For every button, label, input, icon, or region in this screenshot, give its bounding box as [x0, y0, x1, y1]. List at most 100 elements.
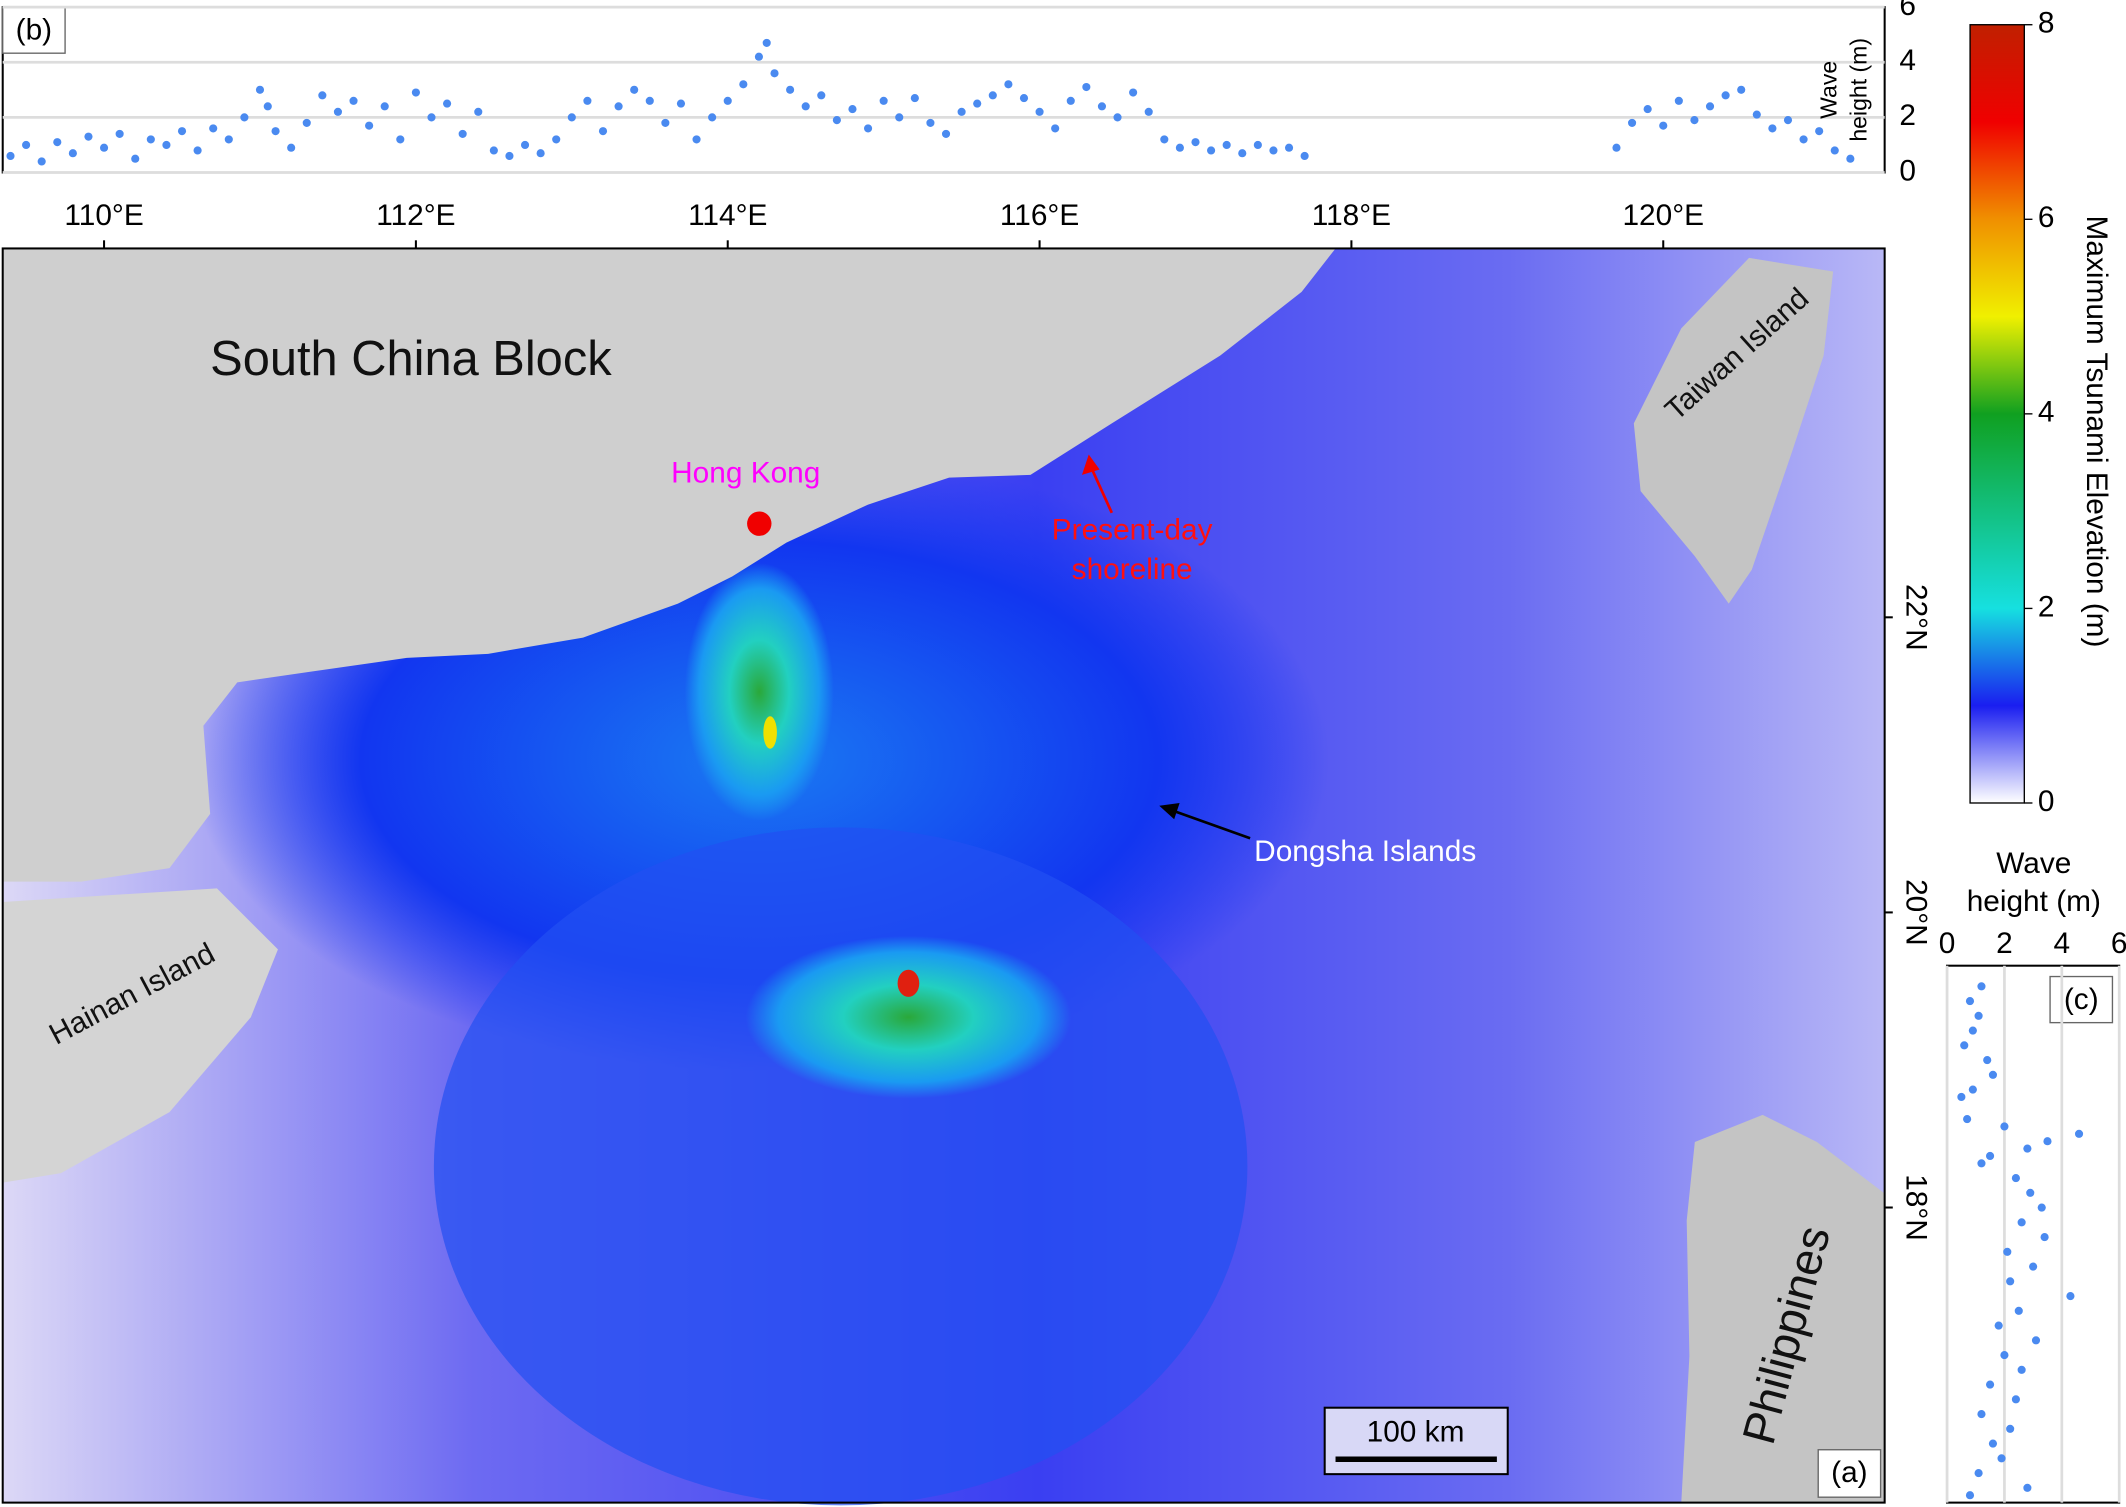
point	[1627, 118, 1637, 127]
point	[848, 105, 857, 114]
point	[193, 146, 202, 155]
point	[2043, 1137, 2052, 1146]
colorbar-tick-label: 8	[2038, 7, 2055, 40]
map-label: Present-day	[1052, 514, 1213, 547]
y-tick-label: 0	[1899, 154, 1916, 187]
point	[2026, 1188, 2035, 1197]
point	[1963, 1115, 1972, 1124]
point	[6, 151, 15, 161]
point	[1051, 124, 1060, 133]
point	[1977, 982, 1986, 991]
point	[411, 88, 420, 97]
point	[863, 124, 873, 133]
point	[224, 135, 233, 144]
y-axis-label: Wave	[1816, 61, 1842, 119]
colorbar-tick-label: 2	[2038, 590, 2055, 623]
point	[630, 85, 639, 94]
x-tick-label: 0	[1939, 927, 1956, 960]
point	[567, 113, 576, 122]
point	[910, 94, 919, 103]
point	[1957, 1092, 1966, 1102]
point	[1300, 151, 1309, 161]
point	[1965, 1491, 1975, 1500]
point	[2066, 1292, 2075, 1301]
point	[333, 107, 343, 116]
panel-b-frame	[1, 6, 1886, 174]
colorbar-tick-label: 0	[2038, 785, 2055, 818]
point	[1799, 135, 1808, 144]
point	[1968, 1085, 1977, 1094]
point	[1986, 1151, 1995, 1161]
point	[1977, 1159, 1986, 1168]
y-axis-label: height (m)	[1845, 38, 1871, 142]
map-label: shoreline	[1072, 553, 1193, 586]
point	[1690, 116, 1699, 125]
point	[2006, 1277, 2015, 1286]
x-tick-label: 118°E	[1312, 199, 1391, 232]
x-tick-label: 2	[1996, 927, 2013, 960]
point	[380, 102, 389, 111]
point	[739, 80, 748, 89]
point	[988, 91, 997, 100]
point	[53, 138, 62, 147]
point	[708, 113, 717, 122]
panel-label: (c)	[2064, 983, 2099, 1016]
point	[2040, 1233, 2049, 1242]
colorbar-title: Maximum Tsunami Elevation (m)	[2080, 216, 2113, 648]
point	[1977, 1410, 1986, 1419]
x-tick-label: 6	[2111, 927, 2126, 960]
map-background	[1, 247, 1886, 1506]
point	[443, 99, 452, 108]
point	[1284, 143, 1294, 152]
point	[2074, 1129, 2084, 1138]
point	[2000, 1122, 2009, 1131]
panel-label: (a)	[1831, 1456, 1867, 1489]
point	[598, 127, 608, 136]
point	[2017, 1365, 2026, 1374]
point	[1207, 146, 1216, 155]
point	[754, 52, 763, 61]
point	[2006, 1424, 2015, 1433]
point	[1705, 102, 1715, 111]
point	[2011, 1174, 2020, 1183]
point	[770, 69, 779, 78]
point	[1988, 1070, 1998, 1079]
point	[162, 140, 171, 150]
colorbar-tick-label: 4	[2038, 396, 2055, 429]
y-tick-label: 2	[1899, 99, 1916, 132]
point	[1674, 96, 1683, 105]
point	[1986, 1380, 1995, 1389]
point	[941, 129, 951, 138]
colorbar	[1969, 24, 2025, 804]
point	[1965, 997, 1975, 1006]
point	[1997, 1454, 2006, 1463]
point	[427, 113, 436, 122]
x-tick-label: 4	[2054, 927, 2071, 960]
point	[1191, 138, 1200, 147]
point	[302, 118, 311, 127]
point	[536, 149, 545, 158]
point	[131, 154, 140, 163]
point	[801, 102, 810, 111]
point	[1035, 107, 1044, 116]
point	[2023, 1144, 2032, 1153]
point	[263, 102, 272, 111]
point	[1129, 88, 1138, 97]
point	[552, 135, 561, 144]
point	[84, 132, 93, 141]
point	[1830, 146, 1839, 155]
map-label: Hong Kong	[671, 457, 820, 490]
point	[2023, 1483, 2032, 1492]
point	[1097, 102, 1107, 111]
point	[37, 157, 46, 166]
point	[271, 127, 280, 136]
point	[832, 116, 841, 125]
point	[614, 102, 623, 111]
point	[2029, 1262, 2038, 1271]
point	[349, 96, 358, 105]
point	[1974, 1011, 1983, 1020]
point	[474, 107, 483, 116]
point	[786, 85, 795, 94]
point	[115, 129, 124, 138]
